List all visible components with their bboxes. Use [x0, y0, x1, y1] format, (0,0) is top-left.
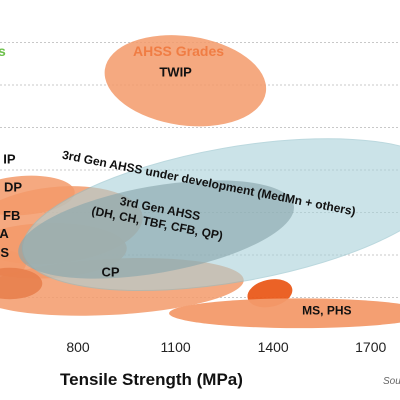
region-label-dp: DP — [4, 179, 22, 194]
region-label-s: S — [0, 245, 9, 260]
region-label-fb: FB — [3, 208, 20, 223]
x-tick-label-1700: 1700 — [355, 339, 386, 355]
region-ms-phs — [169, 298, 400, 329]
region-label-cp: CP — [102, 264, 120, 279]
legend-ahss-label: AHSS Grades — [133, 43, 224, 59]
x-tick-label-1400: 1400 — [258, 339, 289, 355]
region-label-a: A — [0, 226, 9, 241]
x-tick-label-800: 800 — [66, 339, 90, 355]
steel-grade-regions — [0, 35, 400, 329]
x-tick-label-1100: 1100 — [161, 339, 191, 355]
region-twip — [104, 35, 267, 127]
legend-conventional-label: s — [0, 43, 6, 59]
region-3rd-gen-ahss-dh-ch-tbf-cfb-qp — [18, 180, 295, 279]
region-label-ip: IP — [3, 152, 16, 167]
x-axis-title: Tensile Strength (MPa) — [60, 370, 243, 389]
region-s — [0, 267, 43, 300]
region-label-ms-phs: MS, PHS — [302, 304, 351, 318]
region-label-twip: TWIP — [159, 65, 192, 80]
x-axis: 800 1100 1400 1700 — [66, 339, 386, 355]
source-label: Sou — [383, 376, 400, 387]
region-ip — [0, 175, 75, 216]
